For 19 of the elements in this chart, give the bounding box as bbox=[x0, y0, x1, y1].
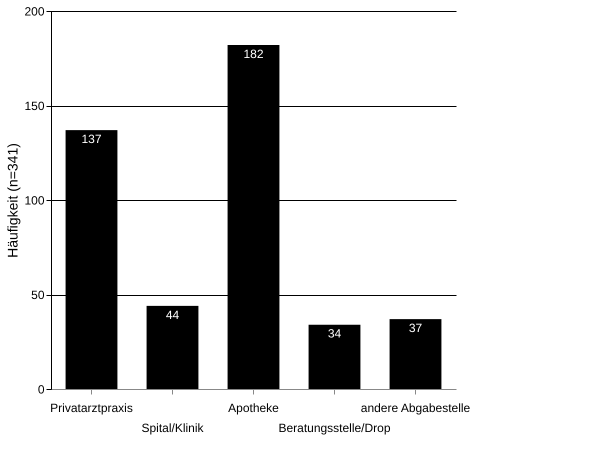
x-tick-label: Beratungsstelle/Drop bbox=[278, 421, 391, 435]
data-label: 44 bbox=[166, 308, 180, 322]
x-tick-label: Privatarztpraxis bbox=[50, 401, 133, 415]
y-tick-label: 0 bbox=[38, 382, 45, 396]
y-axis-title: Häufigkeit (n=341) bbox=[4, 143, 20, 258]
bar bbox=[390, 319, 442, 389]
data-label: 182 bbox=[243, 47, 264, 62]
data-label: 34 bbox=[328, 326, 342, 341]
y-tick-label: 50 bbox=[31, 288, 45, 302]
bar bbox=[308, 324, 360, 389]
y-tick-label: 200 bbox=[24, 4, 45, 18]
data-label: 137 bbox=[81, 132, 102, 146]
y-tick-label: 150 bbox=[24, 99, 45, 113]
data-label: 37 bbox=[408, 321, 422, 336]
x-tick-label: andere Abgabestelle bbox=[360, 401, 471, 415]
x-tick-label: Apotheke bbox=[228, 401, 280, 415]
bar bbox=[146, 306, 198, 389]
x-tick-label: Spital/Klinik bbox=[141, 421, 205, 435]
y-tick-label: 100 bbox=[24, 194, 45, 208]
